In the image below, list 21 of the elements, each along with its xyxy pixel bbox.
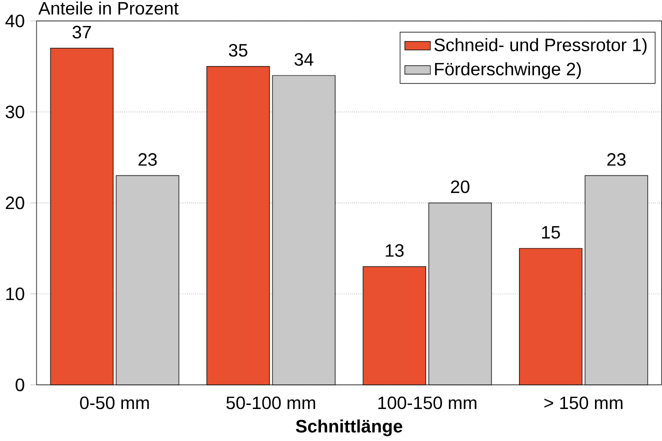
y-axis-title: Anteile in Prozent [38, 1, 179, 15]
data-label: 34 [294, 52, 314, 66]
legend-label: Förderschwinge 2) [435, 62, 581, 79]
x-tick-label: 0-50 mm [80, 396, 149, 410]
x-tick-label: 100-150 mm [378, 396, 476, 410]
data-label: 37 [72, 26, 91, 38]
data-label: 23 [607, 153, 626, 166]
legend-label: Schneid- und Pressrotor 1) [434, 38, 647, 55]
y-tick-label: 0 [16, 378, 24, 392]
y-tick-label: 10 [6, 287, 24, 300]
y-tick-label: 20 [6, 196, 24, 210]
data-label: 35 [228, 44, 248, 57]
y-tick-label: 30 [6, 105, 24, 118]
data-label: 13 [386, 244, 404, 257]
data-label: 20 [451, 180, 470, 194]
y-tick-label: 40 [5, 14, 24, 28]
x-tick-label: > 150 mm [544, 396, 622, 410]
data-label: 23 [138, 153, 157, 166]
x-tick-label: 50-100 mm [226, 396, 316, 410]
x-axis-title: Schnittlänge [296, 419, 402, 436]
data-label: 15 [542, 226, 560, 239]
